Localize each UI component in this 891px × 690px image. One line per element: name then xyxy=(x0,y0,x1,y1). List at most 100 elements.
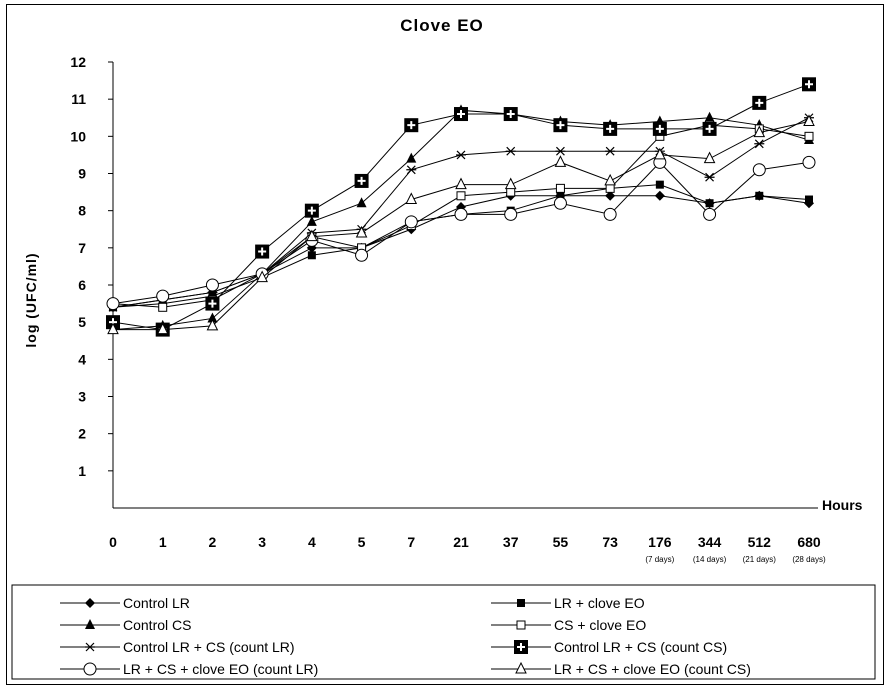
legend-marker xyxy=(85,642,95,652)
data-point xyxy=(753,125,766,138)
legend-marker xyxy=(515,661,527,674)
y-tick-label: 10 xyxy=(70,128,86,144)
y-tick-label: 3 xyxy=(78,389,86,405)
data-point xyxy=(703,151,716,164)
x-tick-label: 4 xyxy=(308,534,316,550)
data-point xyxy=(456,191,466,201)
x-tick-label: 37 xyxy=(503,534,519,550)
data-point xyxy=(456,150,466,160)
data-point xyxy=(306,215,317,226)
data-point xyxy=(504,207,518,221)
x-tick-sublabel: (28 days) xyxy=(792,555,826,564)
legend-entry: Control LR + CS (count CS) xyxy=(491,639,727,655)
y-tick-label: 12 xyxy=(70,54,86,70)
data-point xyxy=(405,192,418,205)
data-point xyxy=(503,107,518,122)
data-point xyxy=(504,177,517,190)
data-point xyxy=(755,191,764,200)
data-point xyxy=(655,180,664,189)
data-point xyxy=(205,296,220,311)
data-point xyxy=(556,191,565,200)
data-point xyxy=(804,131,814,141)
series-layer xyxy=(106,77,816,337)
data-point xyxy=(754,139,765,149)
y-tick-label: 8 xyxy=(78,203,86,219)
data-point xyxy=(705,199,714,208)
legend-marker xyxy=(517,599,525,607)
x-tick-label: 7 xyxy=(407,534,415,550)
legend-label: Control CS xyxy=(123,617,191,633)
legend-label: Control LR + CS (count CS) xyxy=(554,639,727,655)
x-tick-label: 73 xyxy=(602,534,618,550)
legend-entry: Control LR + CS (count LR) xyxy=(60,639,295,655)
data-point xyxy=(605,146,616,156)
legend-entry: Control LR xyxy=(60,595,190,611)
y-tick-label: 2 xyxy=(78,426,86,442)
data-point xyxy=(156,322,169,335)
data-point xyxy=(704,111,715,122)
data-point xyxy=(553,118,568,133)
data-point xyxy=(304,203,319,218)
legend-entry: LR + clove EO xyxy=(491,595,645,611)
x-tick-label: 512 xyxy=(748,534,772,550)
legend-entry: LR + CS + clove EO (count LR) xyxy=(60,661,318,677)
data-point xyxy=(156,289,170,303)
data-point xyxy=(255,244,270,259)
legend-entry: LR + CS + clove EO (count CS) xyxy=(491,661,751,677)
y-tick-label: 4 xyxy=(78,351,86,367)
legend-entry: Control CS xyxy=(60,617,191,633)
y-tick-label: 6 xyxy=(78,277,86,293)
x-tick-label: 21 xyxy=(453,534,469,550)
x-tick-label: 5 xyxy=(358,534,366,550)
legend-marker xyxy=(514,640,528,654)
data-point xyxy=(654,190,665,201)
legend-entry: CS + clove EO xyxy=(491,617,646,633)
data-point xyxy=(506,187,516,197)
data-point xyxy=(802,155,816,169)
legend: Control LR LR + clove EO Control CS CS + cl… xyxy=(11,584,876,680)
legend-marker xyxy=(516,620,526,630)
y-axis-label: log (UFC/ml) xyxy=(23,252,39,347)
x-tick-label: 3 xyxy=(258,534,266,550)
legend-box xyxy=(11,584,876,680)
x-tick-label: 55 xyxy=(553,534,569,550)
x-tick-label: 176 xyxy=(648,534,672,550)
data-point xyxy=(454,207,468,221)
data-point xyxy=(406,165,417,175)
y-tick-label: 9 xyxy=(78,166,86,182)
x-tick-label: 2 xyxy=(209,534,217,550)
data-point xyxy=(306,229,318,242)
data-point xyxy=(307,251,316,260)
chart-title: Clove EO xyxy=(400,16,484,35)
data-point xyxy=(702,121,717,136)
data-point xyxy=(356,197,367,208)
y-tick-label: 7 xyxy=(78,240,86,256)
data-point xyxy=(752,95,767,110)
data-point xyxy=(355,225,368,238)
data-point xyxy=(256,270,268,283)
y-tick-label: 11 xyxy=(71,91,86,107)
legend-label: LR + CS + clove EO (count LR) xyxy=(123,661,318,677)
legend-label: LR + clove EO xyxy=(554,595,645,611)
data-point xyxy=(404,118,419,133)
x-tick-sublabel: (7 days) xyxy=(645,555,674,564)
legend-label: Control LR + CS (count LR) xyxy=(123,639,295,655)
x-tick-label: 344 xyxy=(698,534,722,550)
x-tick-label: 1 xyxy=(159,534,167,550)
legend-label: CS + clove EO xyxy=(554,617,646,633)
data-point xyxy=(555,183,565,193)
data-point xyxy=(505,146,516,156)
x-tick-label: 0 xyxy=(109,534,117,550)
series-7 xyxy=(107,114,815,335)
data-point xyxy=(454,107,468,122)
data-point xyxy=(553,196,567,210)
data-point xyxy=(654,147,666,160)
data-point xyxy=(206,318,219,331)
data-point xyxy=(703,207,717,221)
data-point xyxy=(803,114,815,126)
data-point xyxy=(555,146,566,156)
data-point xyxy=(603,121,618,136)
data-point xyxy=(158,302,168,312)
